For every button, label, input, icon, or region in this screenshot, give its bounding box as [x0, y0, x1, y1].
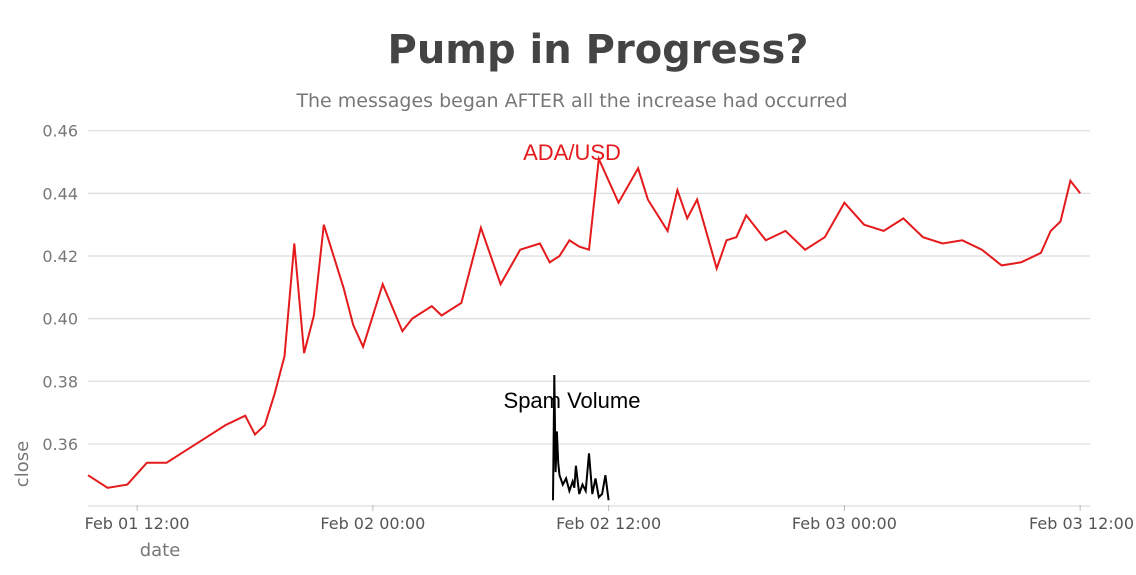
y-tick-label: 0.36 — [42, 435, 78, 454]
series-line-spam-volume — [552, 374, 610, 501]
y-tick-label: 0.42 — [42, 247, 78, 266]
y-tick-label: 0.40 — [42, 310, 78, 329]
x-tick-label: Feb 03 12:00 — [1029, 514, 1134, 533]
y-axis-ticks: 0.36 0.38 0.40 0.42 0.44 0.46 — [42, 122, 78, 454]
y-tick-label: 0.38 — [42, 372, 78, 391]
x-tick-label: Feb 02 12:00 — [556, 514, 661, 533]
y-tick-label: 0.44 — [42, 184, 78, 203]
x-tick-label: Feb 02 00:00 — [320, 514, 425, 533]
x-axis-label: date — [140, 540, 181, 561]
gridlines — [88, 130, 1090, 445]
y-tick-label: 0.46 — [42, 122, 78, 141]
y-axis-label: close — [12, 441, 33, 487]
x-tick-label: Feb 01 12:00 — [85, 514, 190, 533]
series-line-ada-usd — [87, 155, 1081, 489]
x-tick-label: Feb 03 00:00 — [792, 514, 897, 533]
chart-subtitle: The messages began AFTER all the increas… — [295, 90, 847, 112]
chart-title: Pump in Progress? — [388, 27, 809, 73]
x-axis-ticks: Feb 01 12:00 Feb 02 00:00 Feb 02 12:00 Feb … — [85, 505, 1134, 533]
annotation-spam-volume: Spam Volume — [504, 388, 641, 413]
annotation-ada-usd: ADA/USD — [523, 140, 621, 165]
